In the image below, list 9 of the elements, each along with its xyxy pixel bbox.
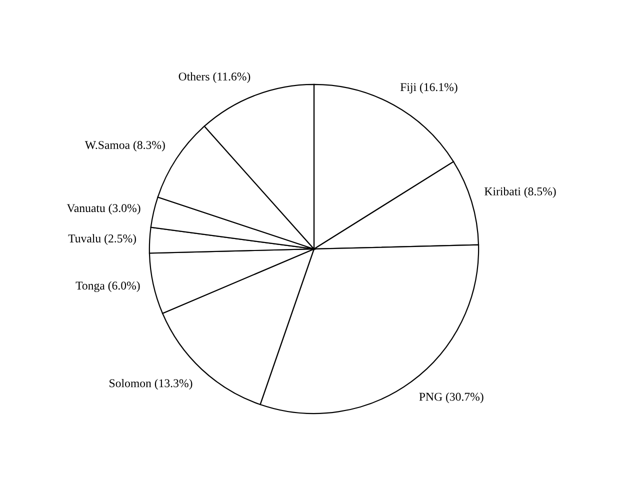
slice-label: Others (11.6%) <box>178 72 250 83</box>
slice-label: Kiribati (8.5%) <box>484 187 556 198</box>
slice-label: PNG (30.7%) <box>419 392 484 404</box>
slice-label: Fiji (16.1%) <box>400 82 458 94</box>
slice-label: Tuvalu (2.5%) <box>68 234 136 245</box>
slice-label: W.Samoa (8.3%) <box>84 140 165 152</box>
slice-label: Tonga (6.0%) <box>76 281 140 292</box>
slice-label: Vanuatu (3.0%) <box>66 204 140 214</box>
slice-label: Solomon (13.3%) <box>110 378 192 390</box>
